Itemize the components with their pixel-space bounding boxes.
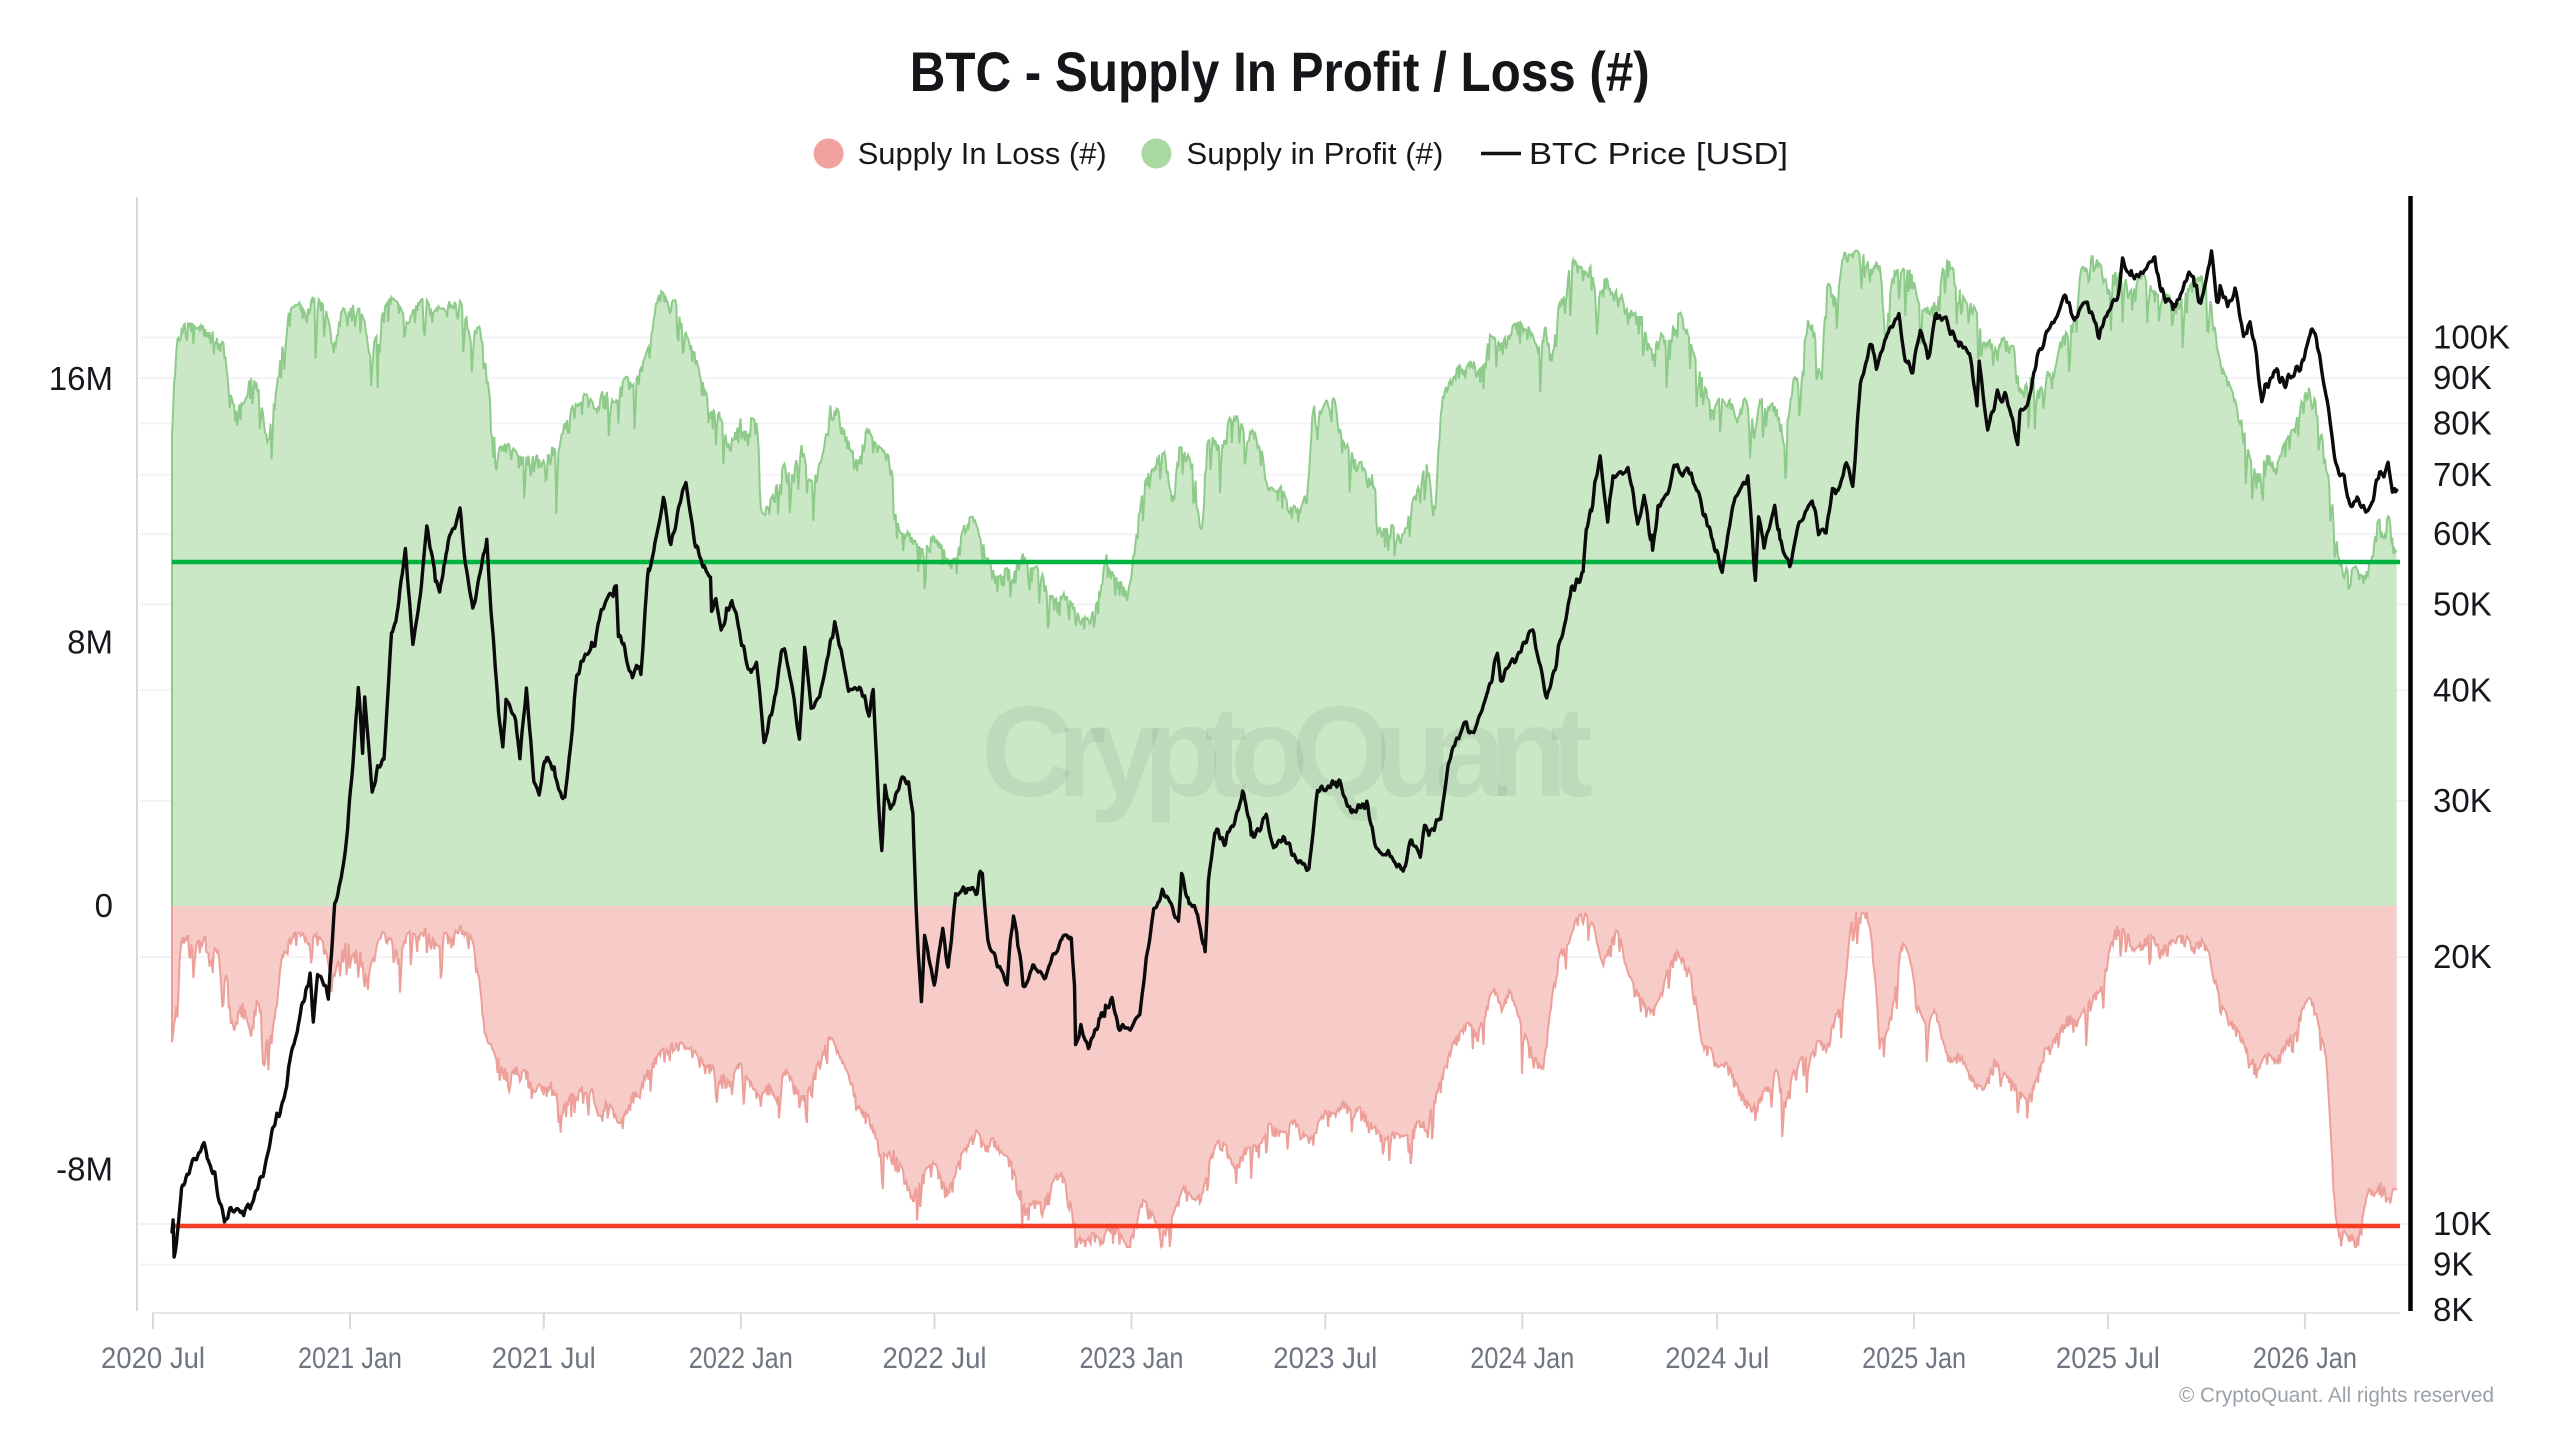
svg-text:2025 Jan: 2025 Jan <box>1862 1342 1966 1375</box>
svg-text:50K: 50K <box>2433 585 2492 622</box>
svg-text:16M: 16M <box>49 360 113 397</box>
svg-text:2023 Jul: 2023 Jul <box>1273 1342 1377 1375</box>
svg-text:90K: 90K <box>2433 359 2492 396</box>
svg-text:Supply In Loss (#): Supply In Loss (#) <box>858 136 1107 171</box>
svg-text:10K: 10K <box>2433 1205 2492 1242</box>
svg-text:2022 Jul: 2022 Jul <box>883 1342 987 1375</box>
svg-text:9K: 9K <box>2433 1246 2473 1283</box>
svg-text:© CryptoQuant. All rights rese: © CryptoQuant. All rights reserved <box>2179 1383 2494 1407</box>
svg-text:2026 Jan: 2026 Jan <box>2253 1342 2357 1375</box>
svg-text:0: 0 <box>95 887 113 924</box>
svg-text:BTC - Supply In Profit / Loss: BTC - Supply In Profit / Loss (#) <box>910 40 1650 103</box>
svg-text:2025 Jul: 2025 Jul <box>2056 1342 2160 1375</box>
svg-text:100K: 100K <box>2433 319 2510 356</box>
svg-text:8K: 8K <box>2433 1291 2473 1328</box>
svg-text:80K: 80K <box>2433 404 2492 441</box>
svg-text:60K: 60K <box>2433 515 2492 552</box>
svg-text:2023 Jan: 2023 Jan <box>1080 1342 1184 1375</box>
svg-text:70K: 70K <box>2433 456 2492 493</box>
svg-text:2024 Jul: 2024 Jul <box>1665 1342 1769 1375</box>
svg-text:30K: 30K <box>2433 782 2492 819</box>
svg-text:20K: 20K <box>2433 938 2492 975</box>
svg-text:CryptoQuant: CryptoQuant <box>981 681 1593 824</box>
svg-text:2022 Jan: 2022 Jan <box>689 1342 793 1375</box>
svg-text:8M: 8M <box>67 624 113 661</box>
svg-text:2021 Jul: 2021 Jul <box>492 1342 596 1375</box>
svg-text:2021 Jan: 2021 Jan <box>298 1342 402 1375</box>
svg-text:-8M: -8M <box>56 1151 113 1188</box>
svg-text:2024 Jan: 2024 Jan <box>1470 1342 1574 1375</box>
svg-text:Supply in Profit (#): Supply in Profit (#) <box>1186 136 1443 171</box>
svg-text:2020 Jul: 2020 Jul <box>101 1342 205 1375</box>
svg-text:40K: 40K <box>2433 671 2492 708</box>
svg-text:BTC Price [USD]: BTC Price [USD] <box>1529 136 1788 171</box>
